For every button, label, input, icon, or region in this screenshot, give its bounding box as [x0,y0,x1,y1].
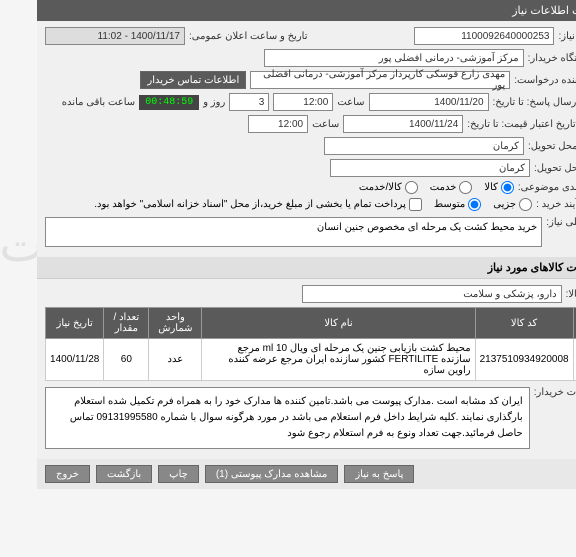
cell-idx: 1 [536,339,567,381]
announce-label: تاریخ و ساعت اعلان عمومی: [152,31,271,42]
province-field: کرمان [287,137,487,155]
radio-service-input[interactable] [422,181,435,194]
radio-goods[interactable]: کالا [447,181,477,194]
validity-date-field: 1400/11/24 [306,115,426,133]
exit-button[interactable]: خروج [8,465,53,483]
buyer-label: نام دستگاه خریدار: [491,53,568,64]
form-area: شماره نیاز: 1100092640000253 تاریخ و ساع… [0,21,576,257]
group-field: دارو، پزشکی و سلامت [265,285,525,303]
cell-name: محیط کشت بازیابی جنین یک مرحله ای ویال m… [165,339,438,381]
desc-box: خرید محیط کشت یک مرحله ای مخصوص جنین انس… [8,217,505,247]
radio-small[interactable]: جزیی [456,198,495,211]
goods-area: گروه کالا: دارو، پزشکی و سلامت ردیف کد ک… [0,279,576,459]
validity-time-field: 12:00 [211,115,271,133]
days-label: روز و [166,97,188,108]
time-label-2: ساعت [275,119,302,130]
th-row: ردیف [536,308,567,339]
need-no-label: شماره نیاز: [521,31,568,42]
header-title: جزئیات اطلاعات نیاز [475,5,568,17]
footer-buttons: پاسخ به نیاز مشاهده مدارک پیوستی (1) چاپ… [0,459,576,489]
table-row[interactable]: 1 2137510934920008 محیط کشت بازیابی جنین… [9,339,568,381]
th-unit: واحد شمارش [112,308,165,339]
cell-qty: 60 [67,339,112,381]
city-label: شهر محل تحویل: [497,163,568,174]
notes-label: توضیحات خریدار: [497,387,568,398]
th-name: نام کالا [165,308,438,339]
cell-date: 1400/11/28 [9,339,67,381]
creator-label: ایجاد کننده درخواست: [477,75,568,86]
proc-note-label: پرداخت تمام یا بخشی از مبلغ خرید،از محل … [57,199,369,210]
print-button[interactable]: چاپ [121,465,162,483]
process-radio-group: جزیی متوسط پرداخت تمام یا بخشی از مبلغ خ… [57,198,495,211]
buyer-field: مرکز آموزشی- درمانی افضلی پور [227,49,487,67]
notes-box: ایران کد مشابه است .مدارک پیوست می باشد.… [8,387,493,449]
th-date: تاریخ نیاز [9,308,67,339]
back-button[interactable]: بازگشت [59,465,115,483]
category-radio-group: کالا خدمت کالا/خدمت [322,181,477,194]
radio-service[interactable]: خدمت [393,181,436,194]
table-header-row: ردیف کد کالا نام کالا واحد شمارش تعداد /… [9,308,568,339]
radio-goods-label: کالا [447,182,461,193]
category-label: طبقه بندی موضوعی: [481,182,568,193]
validity-label: حداقل تاریخ اعتبار قیمت: تا تاریخ: [430,119,568,130]
radio-goods-service-input[interactable] [368,181,381,194]
goods-table: ردیف کد کالا نام کالا واحد شمارش تعداد /… [8,307,568,381]
time-label-1: ساعت [300,97,327,108]
deadline-time-field: 12:00 [236,93,296,111]
cell-code: 2137510934920008 [438,339,536,381]
province-label: استان محل تحویل: [491,141,568,152]
proc-note-item: پرداخت تمام یا بخشی از مبلغ خرید،از محل … [57,198,385,211]
proc-note-checkbox[interactable] [372,198,385,211]
countdown-timer: 00:48:59 [102,95,162,110]
days-field: 3 [192,93,232,111]
th-qty: تعداد / مقدار [67,308,112,339]
remaining-label: ساعت باقی مانده [25,97,98,108]
th-code: کد کالا [438,308,536,339]
announce-field: 1400/11/17 - 11:02 [8,27,148,45]
attachments-button[interactable]: مشاهده مدارک پیوستی (1) [168,465,302,483]
radio-goods-service-label: کالا/خدمت [322,182,365,193]
main-container: جزئیات اطلاعات نیاز شماره نیاز: 11000926… [0,0,576,489]
contact-buyer-button[interactable]: اطلاعات تماس خریدار [103,71,209,89]
goods-section-title: اطلاعات کالاهای مورد نیاز [0,257,576,279]
group-label: گروه کالا: [529,289,568,300]
deadline-label: مهلت ارسال پاسخ: تا تاریخ: [456,97,568,108]
deadline-date-field: 1400/11/20 [332,93,452,111]
radio-medium-label: متوسط [397,199,428,210]
radio-goods-input[interactable] [464,181,477,194]
radio-service-label: خدمت [393,182,420,193]
need-no-field: 1100092640000253 [377,27,517,45]
header-bar: جزئیات اطلاعات نیاز [0,0,576,21]
radio-goods-service[interactable]: کالا/خدمت [322,181,381,194]
city-field: کرمان [293,159,493,177]
radio-small-input[interactable] [482,198,495,211]
desc-label: شرح کلی نیاز: [509,217,568,228]
process-label: نوع فرآیند خرید : [499,199,568,210]
creator-field: مهدی زارع فوسکی کارپرداز مرکز آموزشی- در… [213,71,473,89]
radio-medium[interactable]: متوسط [397,198,444,211]
radio-medium-input[interactable] [431,198,444,211]
cell-unit: عدد [112,339,165,381]
radio-small-label: جزیی [456,199,479,210]
respond-button[interactable]: پاسخ به نیاز [307,465,377,483]
